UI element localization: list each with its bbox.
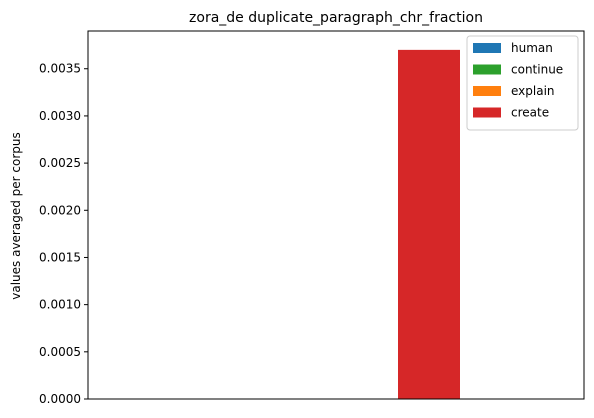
bars xyxy=(398,49,460,399)
legend-label-explain: explain xyxy=(511,84,555,98)
bar-create xyxy=(398,49,460,399)
chart-title: zora_de duplicate_paragraph_chr_fraction xyxy=(189,10,483,26)
y-tick-label: 0.0030 xyxy=(39,109,81,123)
legend-box xyxy=(466,35,579,131)
y-tick-label: 0.0025 xyxy=(39,156,81,170)
y-tick-label: 0.0020 xyxy=(39,203,81,217)
legend-label-create: create xyxy=(511,106,549,120)
legend-label-human: human xyxy=(511,41,553,55)
y-tick-label: 0.0000 xyxy=(39,392,81,406)
y-tick-label: 0.0015 xyxy=(39,250,81,264)
legend-swatch-create xyxy=(473,107,501,118)
legend-swatch-explain xyxy=(473,86,501,96)
y-axis-ticks: 0.0000 0.0005 0.0010 0.0015 0.0020 0.0025 0.00… xyxy=(39,62,88,406)
y-tick-label: 0.0035 xyxy=(39,62,81,76)
legend: human continue explain create xyxy=(466,35,579,131)
plot-frame xyxy=(87,30,585,400)
y-tick-label: 0.0010 xyxy=(39,298,81,312)
y-axis-label: values averaged per corpus xyxy=(9,132,23,300)
legend-swatch-human xyxy=(473,43,501,53)
legend-label-continue: continue xyxy=(511,63,563,77)
legend-swatch-continue xyxy=(473,64,501,75)
y-tick-label: 0.0005 xyxy=(39,345,81,359)
